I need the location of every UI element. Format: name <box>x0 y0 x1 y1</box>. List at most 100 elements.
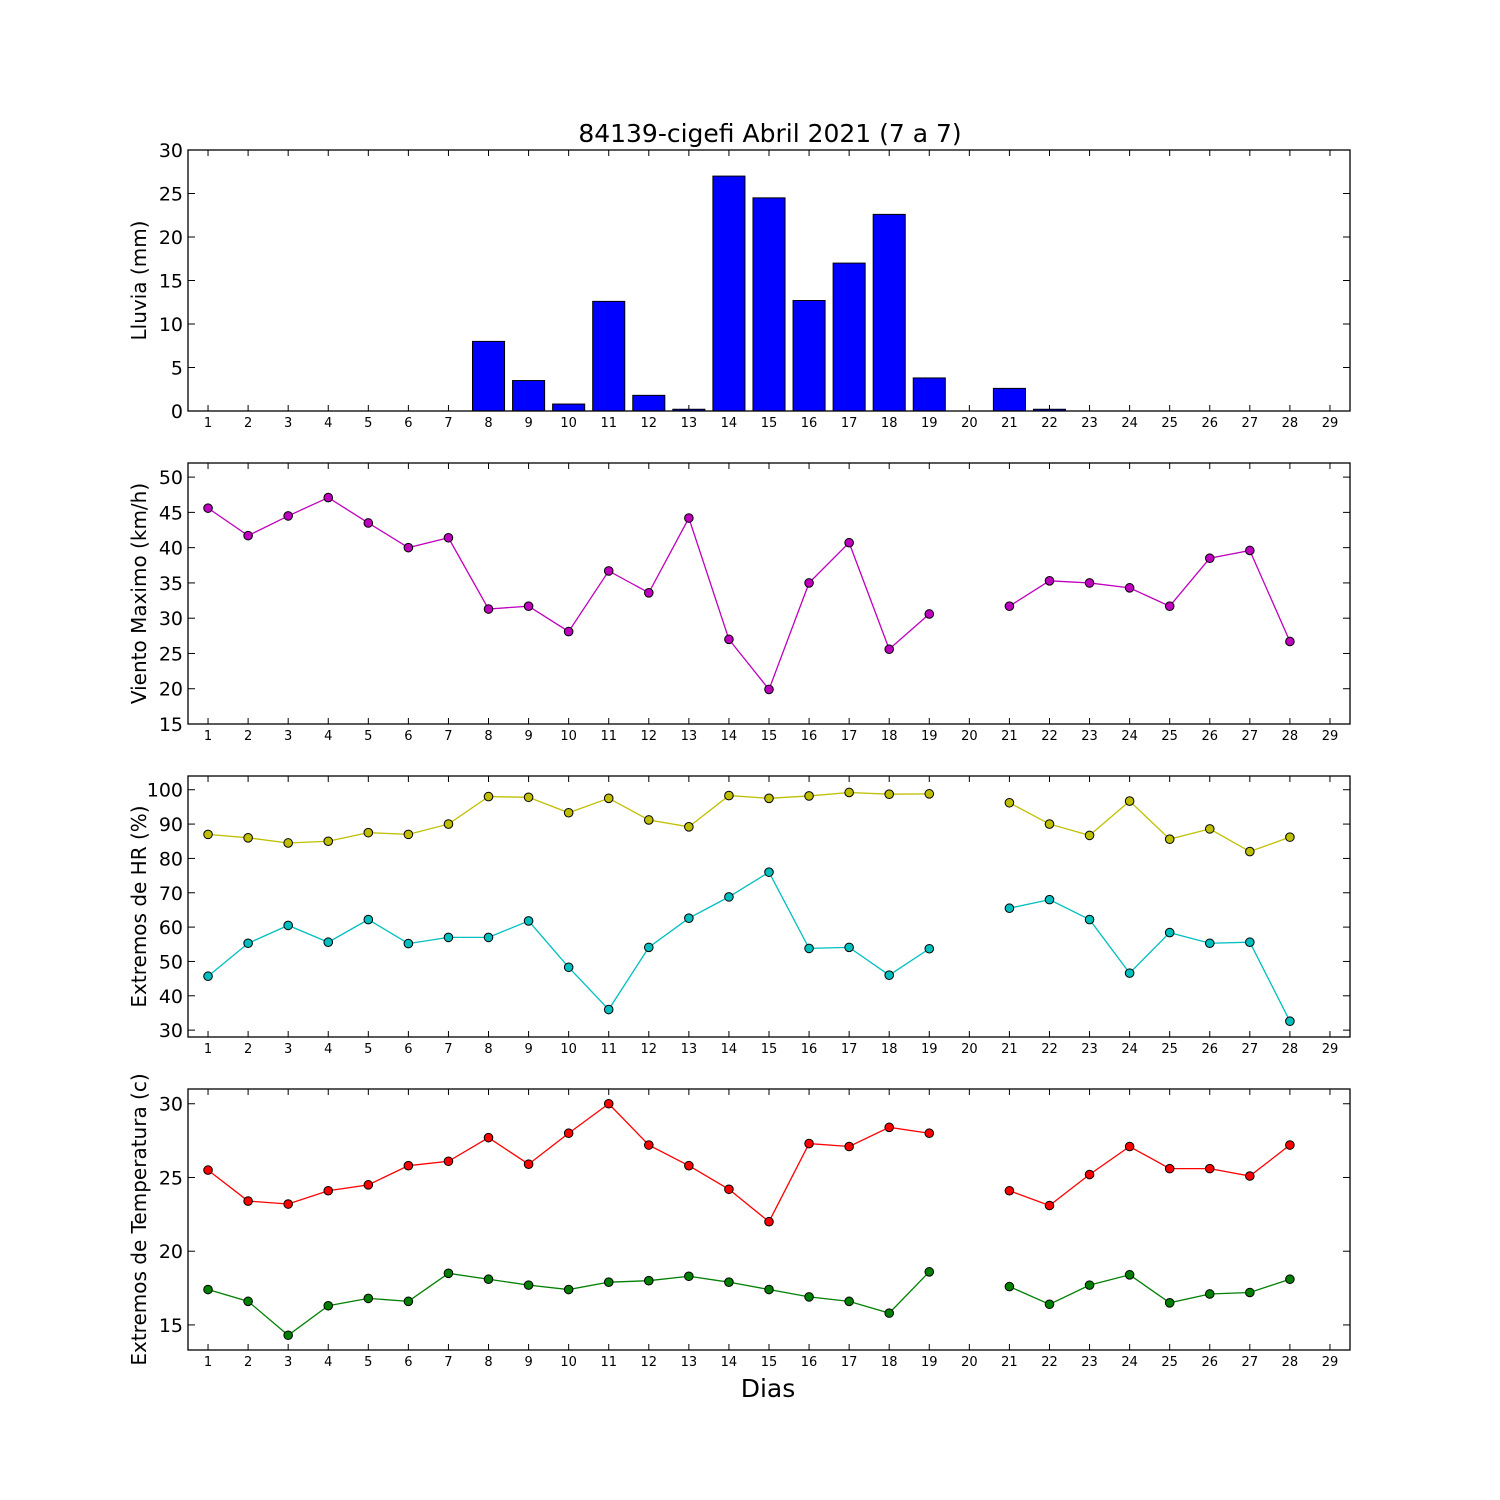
hr-max-point <box>403 829 414 840</box>
x-tick-label: 11 <box>600 416 617 431</box>
temp-max-point <box>1164 1163 1175 1174</box>
x-tick-label: 2 <box>244 729 252 744</box>
x-tick-label: 18 <box>881 729 898 744</box>
hr-min-point <box>884 970 895 980</box>
temp-min-point <box>1004 1281 1015 1292</box>
bar <box>792 300 826 412</box>
temp-max-point <box>844 1141 854 1152</box>
temp-min-point <box>1084 1280 1095 1290</box>
x-tick-label: 12 <box>641 416 658 431</box>
hr-min-point <box>1285 1016 1295 1027</box>
x-tick-label: 11 <box>600 1355 617 1370</box>
hr-max-point <box>1204 824 1215 834</box>
x-tick-label: 28 <box>1282 1042 1299 1057</box>
temp-min-point <box>1204 1289 1215 1299</box>
hr-min-point <box>643 942 654 953</box>
temp-min-point <box>1164 1298 1175 1308</box>
bar <box>872 213 906 412</box>
x-tick-label: 10 <box>560 1355 577 1370</box>
y-tick-label: 30 <box>159 1020 183 1042</box>
x-tick-label: 15 <box>761 1042 778 1057</box>
x-tick-label: 29 <box>1322 416 1339 431</box>
temp-min-point <box>363 1293 374 1304</box>
hr-max-point <box>1084 830 1095 841</box>
temp-min-point <box>483 1274 494 1285</box>
temp-max-point <box>643 1140 654 1150</box>
hr-min-point <box>1245 937 1255 948</box>
y-tick-label: 15 <box>159 271 183 293</box>
x-tick-label: 29 <box>1322 1042 1339 1057</box>
temp-min-point <box>203 1284 213 1295</box>
y-tick-label: 5 <box>171 358 183 380</box>
temp-max-point <box>443 1156 454 1167</box>
hr-min-point <box>203 971 213 982</box>
x-tick-label: 21 <box>1001 1042 1018 1057</box>
plot-frame <box>187 462 1351 725</box>
x-tick-label: 27 <box>1242 729 1259 744</box>
temp-min-point <box>443 1268 454 1279</box>
hr-max-point <box>1004 797 1015 808</box>
x-tick-label: 5 <box>364 729 372 744</box>
y-axis-label: Lluvia (mm) <box>127 221 151 341</box>
x-tick-label: 17 <box>841 416 858 431</box>
hr-min-point <box>924 943 935 954</box>
temp-max-point <box>1204 1163 1215 1174</box>
x-tick-label: 18 <box>881 1042 898 1057</box>
hr-max-point <box>804 791 814 801</box>
x-tick-label: 15 <box>761 416 778 431</box>
y-tick-label: 35 <box>159 573 183 595</box>
x-tick-label: 25 <box>1161 1042 1178 1057</box>
hr-max-line <box>1009 800 1291 853</box>
hr-min-point <box>243 938 253 949</box>
hr-max-point <box>724 790 734 801</box>
bar <box>832 262 866 412</box>
y-tick-label: 40 <box>159 538 183 560</box>
x-tick-label: 14 <box>721 1042 738 1057</box>
y-tick-label: 30 <box>159 140 183 162</box>
hr-max-point <box>684 822 694 832</box>
wind-point <box>844 537 854 548</box>
x-tick-label: 18 <box>881 1355 898 1370</box>
x-tick-label: 19 <box>921 1042 938 1057</box>
x-tick-label: 23 <box>1081 1355 1098 1370</box>
wind-point <box>243 530 253 541</box>
x-tick-label: 23 <box>1081 416 1098 431</box>
bar <box>992 387 1026 412</box>
y-tick-label: 25 <box>159 184 183 206</box>
temp-min-point <box>403 1296 414 1307</box>
hr-max-point <box>1124 796 1135 806</box>
temp-min-point <box>1285 1274 1295 1285</box>
wind-point <box>443 532 454 543</box>
temp-min-point <box>523 1280 534 1290</box>
x-tick-label: 7 <box>444 1355 452 1370</box>
x-tick-label: 28 <box>1282 1355 1299 1370</box>
x-tick-label: 1 <box>204 1042 212 1057</box>
x-tick-label: 12 <box>641 1042 658 1057</box>
hr-min-point <box>804 943 814 954</box>
y-tick-label: 90 <box>159 814 183 836</box>
wind-point <box>1084 578 1095 588</box>
x-tick-label: 27 <box>1242 1042 1259 1057</box>
x-tick-label: 17 <box>841 1042 858 1057</box>
x-tick-label: 13 <box>681 416 698 431</box>
wind-point <box>603 566 614 576</box>
x-tick-label: 22 <box>1041 729 1058 744</box>
x-tick-label: 26 <box>1201 1355 1218 1370</box>
hr-max-point <box>1164 834 1175 844</box>
x-tick-label: 16 <box>801 1042 818 1057</box>
temp-min-point <box>323 1300 334 1311</box>
hr-max-point <box>764 793 774 804</box>
y-axis-label: Extremos de HR (%) <box>127 805 151 1007</box>
x-axis-label: Dias <box>741 1374 796 1403</box>
hr-min-point <box>603 1004 614 1015</box>
bar <box>471 340 506 412</box>
hr-max-point <box>483 791 494 802</box>
hr-max-point <box>1245 846 1255 857</box>
hr-max-point <box>523 792 534 803</box>
x-tick-label: 3 <box>284 1355 292 1370</box>
x-tick-label: 19 <box>921 1355 938 1370</box>
wind-point <box>1164 601 1175 611</box>
